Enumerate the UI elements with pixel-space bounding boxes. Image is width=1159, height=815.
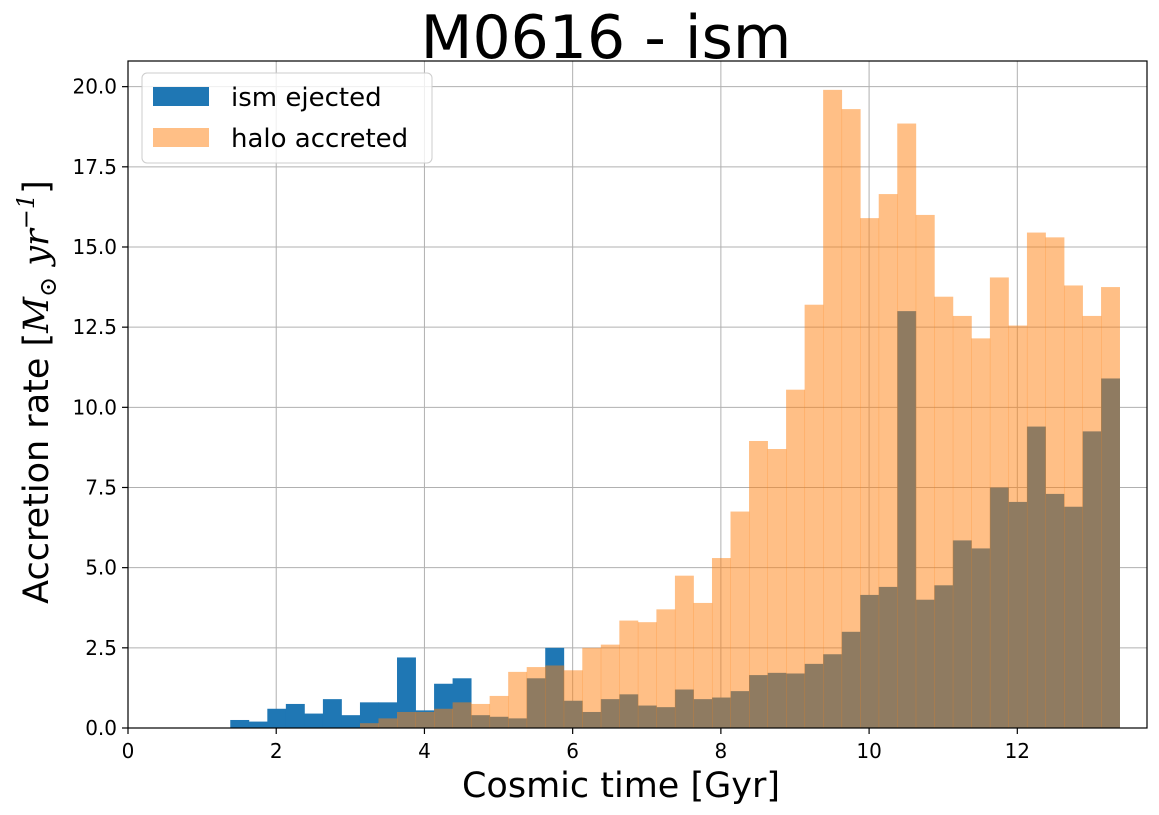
- bar-series1-bin19: [582, 647, 602, 728]
- bar-series0-bin0: [230, 719, 250, 728]
- bar-series1-bin45: [1063, 285, 1083, 728]
- bar-series1-bin16: [526, 667, 546, 728]
- bar-series1-bin18: [563, 670, 583, 728]
- y-tick-label-4: 10.0: [72, 395, 117, 419]
- bar-series1-bin31: [804, 304, 824, 728]
- bar-series1-bin44: [1045, 237, 1065, 729]
- bar-series1-bin11: [434, 708, 453, 728]
- y-tick-label-7: 17.5: [72, 155, 117, 179]
- bar-series1-bin22: [637, 622, 657, 728]
- bar-series1-bin28: [749, 440, 768, 728]
- bar-series1-bin7: [359, 723, 379, 728]
- y-tick-label-0: 0.0: [85, 716, 117, 740]
- bar-series1-bin10: [415, 711, 435, 728]
- bar-series1-bin8: [378, 718, 398, 728]
- bar-series1-bin37: [915, 214, 935, 728]
- y-tick-label-1: 2.5: [85, 636, 117, 660]
- x-axis-title: Cosmic time [Gyr]: [462, 766, 780, 806]
- bar-series1-bin9: [397, 711, 416, 728]
- bar-series1-bin15: [508, 671, 528, 728]
- y-axis-title-superscript: −1: [12, 194, 40, 229]
- bar-series1-bin25: [693, 602, 713, 728]
- bar-series0-bin7: [359, 702, 379, 728]
- bar-series1-bin26: [711, 558, 731, 728]
- y-tick-label-2: 5.0: [85, 556, 117, 580]
- y-tick-label-6: 15.0: [72, 235, 117, 259]
- axis-ticks: 0 2 4 6 8 10 12 0.0 2.5 5.0 7.5 10.0 12.5 15.0 17.5 20.…: [72, 75, 1030, 763]
- bar-series1-bin42: [1008, 325, 1028, 728]
- bar-series1-bin17: [545, 665, 565, 728]
- bar-series0-bin2: [267, 708, 287, 728]
- bar-series1-bin30: [786, 389, 806, 728]
- legend-swatch-ism-ejected: [153, 87, 209, 106]
- histogram-bars: [230, 89, 1120, 729]
- legend: ism ejected halo accreted: [141, 72, 433, 164]
- bar-series1-bin13: [471, 703, 491, 728]
- bar-series0-bin1: [248, 721, 268, 728]
- y-tick-label-3: 7.5: [85, 475, 117, 499]
- y-axis-title-symbol: M: [17, 296, 57, 334]
- y-axis-title-unit: yr: [17, 227, 57, 277]
- legend-label-halo-accreted: halo accreted: [231, 124, 408, 154]
- legend-label-ism-ejected: ism ejected: [231, 83, 382, 113]
- x-tick-label-3: 6: [566, 739, 579, 763]
- bar-series1-bin12: [452, 702, 472, 728]
- bar-series1-bin36: [897, 123, 917, 728]
- x-tick-label-2: 4: [418, 739, 431, 763]
- bar-series1-bin47: [1101, 287, 1120, 728]
- x-tick-label-5: 10: [856, 739, 881, 763]
- bar-series1-bin46: [1082, 315, 1102, 728]
- plot-frame: [127, 60, 1148, 729]
- bar-series1-bin29: [767, 449, 787, 728]
- bar-series1-bin24: [674, 575, 694, 728]
- bar-series1-bin20: [600, 644, 620, 728]
- bar-series1-bin43: [1026, 232, 1046, 728]
- y-tick-label-5: 12.5: [72, 315, 117, 339]
- y-axis-title-prefix: Accretion rate [: [17, 333, 57, 604]
- x-tick-label-1: 2: [270, 739, 283, 763]
- bar-series1-bin32: [823, 89, 843, 728]
- chart-title: M0616 - ism: [421, 3, 792, 73]
- bar-series0-bin3: [285, 703, 305, 728]
- bar-series1-bin34: [860, 218, 880, 728]
- series-1: [359, 89, 1120, 729]
- bar-series0-bin9: [397, 657, 416, 728]
- bar-series1-bin35: [878, 194, 898, 728]
- bar-series1-bin41: [989, 277, 1009, 728]
- bar-series0-bin5: [322, 699, 342, 728]
- bar-series1-bin27: [730, 511, 750, 728]
- bar-series1-bin40: [971, 338, 991, 728]
- x-tick-label-0: 0: [122, 739, 135, 763]
- bar-series1-bin23: [656, 609, 676, 728]
- y-tick-label-8: 20.0: [72, 75, 117, 99]
- bar-series0-bin6: [341, 715, 361, 728]
- x-tick-label-4: 8: [715, 739, 728, 763]
- legend-box: [141, 72, 433, 164]
- y-axis-title-subscript: ⊙: [34, 277, 62, 297]
- bar-series1-bin33: [841, 109, 861, 729]
- bar-series0-bin4: [304, 713, 324, 728]
- x-tick-label-6: 12: [1005, 739, 1030, 763]
- bar-series1-bin21: [619, 620, 639, 728]
- bar-series1-bin39: [952, 315, 972, 728]
- legend-swatch-halo-accreted: [153, 128, 209, 147]
- bar-series1-bin38: [934, 296, 954, 728]
- y-axis-title: Accretion rate [M⊙ yr−1]: [12, 180, 62, 604]
- y-axis-title-suffix: ]: [17, 180, 57, 194]
- bar-series1-bin14: [489, 695, 509, 728]
